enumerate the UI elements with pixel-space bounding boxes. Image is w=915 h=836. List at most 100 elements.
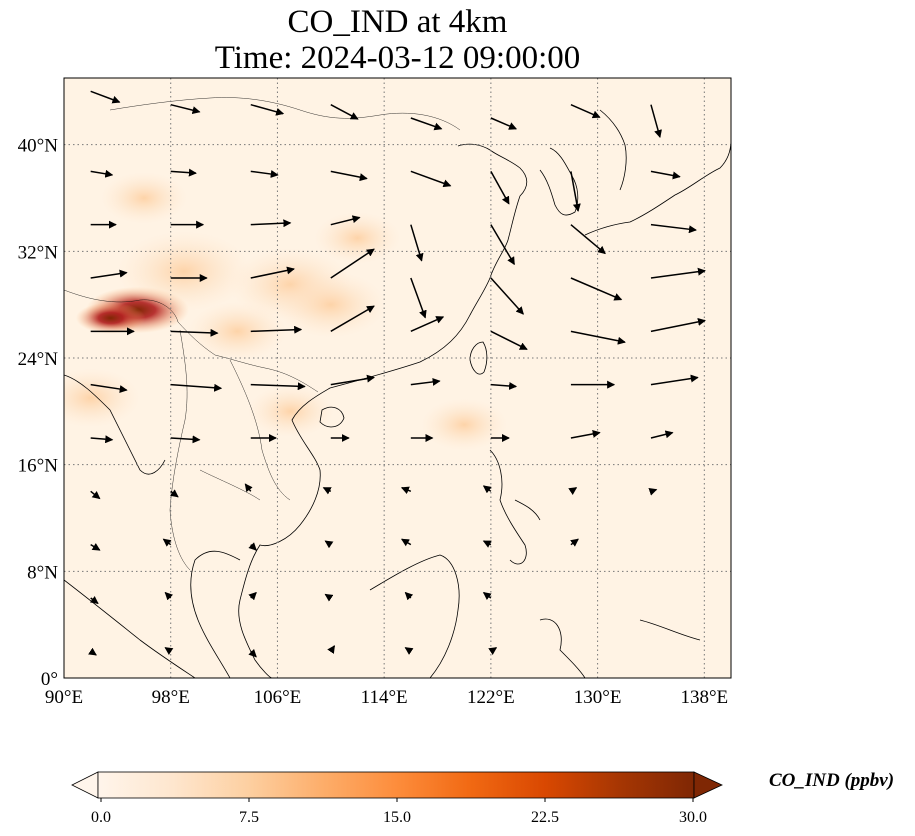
wind-arrow — [650, 267, 706, 279]
colorbar-tick-label: 0.0 — [91, 809, 111, 826]
wind-arrow — [650, 430, 674, 439]
wind-arrow — [410, 224, 424, 262]
concentration-hotspot — [247, 385, 334, 438]
wind-arrow — [90, 269, 128, 279]
map-background — [64, 78, 731, 678]
concentration-hotspot — [101, 172, 188, 224]
wind-arrow — [490, 330, 528, 351]
wind-arrow — [330, 248, 375, 279]
wind-arrow — [327, 645, 336, 654]
y-tick-label: 0° — [41, 669, 58, 690]
concentration-hotspot — [421, 398, 508, 451]
wind-arrow — [410, 377, 441, 386]
wind-arrow — [490, 224, 515, 266]
wind-arrow — [162, 538, 172, 547]
wind-arrow — [324, 540, 334, 549]
wind-arrow — [650, 104, 662, 139]
wind-arrow — [250, 325, 303, 334]
wind-vectors — [88, 90, 706, 658]
x-tick-labels: 90°E 98°E 106°E 114°E 122°E 130°E 138°E — [45, 687, 728, 708]
wind-arrow — [90, 383, 128, 393]
wind-arrow — [490, 277, 524, 315]
wind-arrow — [90, 435, 114, 444]
wind-arrow — [170, 103, 201, 115]
wind-arrow — [330, 170, 368, 182]
wind-arrow — [648, 487, 658, 496]
wind-arrow — [248, 542, 257, 551]
wind-arrow — [570, 277, 623, 301]
wind-arrow — [410, 316, 445, 333]
y-tick-labels: 0° 8°N 16°N 24°N 32°N 40°N — [18, 136, 59, 690]
wind-arrow — [90, 490, 101, 500]
wind-arrow — [169, 489, 179, 498]
wind-arrow — [324, 593, 334, 602]
wind-arrow — [482, 591, 492, 600]
wind-arrow — [89, 596, 99, 605]
y-tick-label: 40°N — [18, 136, 59, 157]
wind-arrow — [88, 647, 97, 656]
wind-arrow — [404, 647, 414, 655]
wind-arrow — [568, 487, 578, 495]
chart-subtitle-time: Time: 2024-03-12 09:00:00 — [214, 40, 581, 76]
wind-arrow — [90, 169, 114, 178]
wind-arrow — [170, 328, 219, 337]
concentration-hotspot — [188, 301, 287, 361]
y-tick-label: 8°N — [27, 562, 58, 583]
wind-arrow — [90, 543, 101, 551]
y-tick-label: 16°N — [18, 456, 59, 477]
x-tick-label: 138°E — [680, 687, 728, 708]
x-tick-label: 106°E — [254, 687, 302, 708]
wind-arrow — [650, 223, 697, 234]
wind-arrow — [410, 277, 427, 319]
wind-arrow — [330, 215, 361, 226]
wind-arrow — [490, 381, 518, 390]
wind-arrow — [650, 374, 699, 386]
concentration-hotspot — [117, 231, 252, 312]
wind-arrow — [250, 382, 306, 391]
wind-arrow — [250, 103, 285, 116]
wind-arrow — [570, 429, 601, 439]
gridlines — [64, 78, 731, 678]
wind-arrow — [410, 170, 452, 188]
concentration-hotspot — [64, 368, 140, 428]
colorbar-body — [97, 771, 695, 799]
wind-arrow — [650, 170, 681, 180]
wind-arrow — [164, 647, 174, 655]
wind-arrow — [488, 647, 498, 655]
concentration-hotspot — [275, 271, 386, 338]
concentration-hotspot — [314, 212, 401, 264]
x-tick-label: 98°E — [152, 687, 190, 708]
wind-arrow — [244, 483, 253, 493]
wind-arrow — [400, 486, 412, 495]
wind-arrow — [164, 591, 174, 601]
wind-arrow — [90, 90, 121, 104]
wind-arrow — [570, 103, 601, 119]
wind-arrow — [482, 540, 492, 548]
colorbar-ticks: 0.0 7.5 15.0 22.5 30.0 — [91, 798, 707, 826]
country-borders — [64, 97, 461, 571]
wind-arrow — [404, 591, 414, 601]
colorbar-extend-max — [693, 771, 723, 799]
wind-arrow — [330, 104, 359, 120]
wind-arrow — [330, 305, 375, 332]
wind-arrow — [330, 374, 375, 386]
x-tick-label: 90°E — [45, 687, 83, 708]
colorbar-title: CO_IND (ppbv) — [769, 770, 895, 791]
wind-arrow — [170, 435, 201, 444]
wind-arrow — [250, 170, 279, 178]
colorbar-tick-label: 7.5 — [239, 809, 259, 826]
wind-arrow — [650, 317, 706, 333]
y-tick-label: 32°N — [18, 242, 59, 263]
colorbar: 0.0 7.5 15.0 22.5 30.0 — [71, 771, 723, 826]
wind-arrow — [248, 591, 257, 601]
coastlines — [64, 109, 731, 678]
map-frame — [63, 77, 732, 679]
wind-arrow — [248, 648, 257, 658]
wind-arrow — [400, 538, 412, 547]
wind-arrow — [570, 330, 626, 345]
colorbar-extend-min — [71, 771, 99, 799]
wind-arrow — [570, 538, 579, 547]
wind-arrow — [570, 171, 581, 212]
wind-arrow — [570, 224, 606, 255]
wind-arrow — [490, 170, 510, 205]
